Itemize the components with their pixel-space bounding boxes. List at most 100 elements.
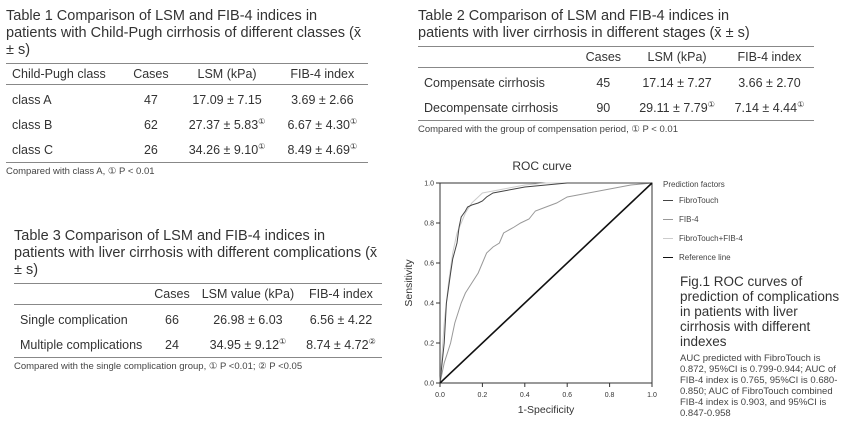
x-tick-label: 0.4 — [520, 392, 530, 399]
table1-header-3: FIB-4 index — [276, 63, 368, 85]
cell-label-value: Multiple complications — [20, 337, 143, 352]
x-tick-label: 0.0 — [435, 392, 445, 399]
table3-header-1: Cases — [148, 283, 196, 305]
legend-label: FIB-4 — [679, 215, 699, 224]
cell-label-value: class B — [12, 117, 53, 132]
table-2-title: Table 2 Comparison of LSM and FIB-4 indi… — [418, 8, 750, 41]
cell-cases-value: 24 — [165, 337, 179, 352]
table-3-note: Compared with the single complication gr… — [14, 361, 303, 373]
table-3-block: Table 3 Comparison of LSM and FIB-4 indi… — [14, 228, 382, 373]
cell-label: Multiple complications — [14, 332, 148, 358]
cell-fib: 3.69 ± 2.66 — [277, 85, 368, 113]
chart-title: ROC curve — [512, 159, 572, 173]
x-tick-label: 0.6 — [562, 392, 572, 399]
cell-lsm: 17.09 ± 7.15 — [177, 85, 276, 113]
x-axis-label: 1-Specificity — [518, 404, 575, 416]
significance-mark: ① — [797, 100, 805, 110]
legend-swatch — [663, 219, 673, 220]
legend-swatch — [663, 238, 673, 239]
cell-cases-value: 90 — [596, 100, 611, 115]
cell-label: class A — [6, 85, 124, 113]
table-1-block: Table 1 Comparison of LSM and FIB-4 indi… — [6, 8, 371, 177]
cell-fib: 6.67 ± 4.30① — [277, 112, 368, 137]
significance-mark: ① — [349, 117, 358, 127]
table-2-block: Table 2 Comparison of LSM and FIB-4 indi… — [418, 8, 818, 135]
table3-header-0 — [14, 283, 149, 305]
cell-fib: 8.74 ± 4.72② — [300, 332, 382, 358]
table2-header-3: FIB-4 index — [724, 46, 814, 68]
table-row: Decompensate cirrhosis 90 29.11 ± 7.79① 7.1… — [418, 95, 814, 121]
cell-cases: 62 — [124, 112, 177, 137]
table-1: Child-Pugh class Cases LSM (kPa) FIB-4 inde… — [6, 63, 368, 164]
cell-cases-value: 47 — [143, 92, 158, 107]
table-1-title: Table 1 Comparison of LSM and FIB-4 indi… — [6, 8, 362, 58]
cell-fib: 3.66 ± 2.70 — [725, 68, 814, 96]
cell-cases: 90 — [577, 95, 629, 121]
cell-fib-value: 6.67 ± 4.30 — [287, 118, 350, 133]
y-tick-label: 0.6 — [424, 261, 434, 268]
figure-note: AUC predicted with FibroTouch is 0.872, … — [680, 353, 838, 419]
cell-lsm-value: 29.11 ± 7.79 — [639, 101, 708, 116]
cell-lsm-value: 26.98 ± 6.03 — [213, 313, 283, 328]
cell-lsm-value: 34.95 ± 9.12 — [209, 338, 280, 353]
cell-label-value: class C — [12, 142, 53, 157]
cell-lsm-value: 34.26 ± 9.10 — [188, 143, 259, 158]
cell-label: Single complication — [14, 305, 148, 333]
cell-fib-value: 8.74 ± 4.72 — [306, 338, 369, 353]
table-row: Compensate cirrhosis 45 17.14 ± 7.27 3.66 ±… — [418, 68, 814, 96]
series-line-reference-line — [439, 182, 653, 384]
cell-cases: 26 — [124, 137, 177, 163]
x-tick-label: 1.0 — [647, 392, 657, 399]
y-tick-label: 0.0 — [424, 381, 434, 388]
cell-fib-value: 3.69 ± 2.66 — [291, 93, 354, 108]
cell-fib: 7.14 ± 4.44① — [725, 95, 814, 121]
table3-header-3: FIB-4 index — [300, 283, 382, 305]
series-line-fibrotouch — [439, 182, 652, 384]
figure-caption-block: Fig.1 ROC curves of prediction of compli… — [680, 274, 848, 419]
cell-lsm-value: 27.37 ± 5.83 — [188, 118, 259, 133]
significance-mark: ① — [707, 100, 715, 110]
cell-fib: 6.56 ± 4.22 — [300, 305, 382, 333]
cell-cases-value: 62 — [143, 117, 158, 132]
legend-item: Reference line — [663, 253, 803, 262]
cell-lsm-value: 17.14 ± 7.27 — [642, 76, 712, 91]
y-axis-label: Sensitivity — [403, 259, 415, 307]
table-row: Single complication 66 26.98 ± 6.03 6.56 ± … — [14, 305, 382, 333]
cell-cases-value: 45 — [596, 75, 611, 90]
legend-label: FibroTouch — [679, 196, 719, 205]
table-3: Cases LSM value (kPa) FIB-4 index Single c… — [14, 283, 382, 359]
cell-fib: 8.49 ± 4.69① — [277, 137, 368, 163]
legend-swatch — [663, 200, 673, 201]
legend-title: Prediction factors — [663, 180, 725, 189]
cell-lsm: 29.11 ± 7.79① — [629, 95, 725, 121]
table-row: class A 47 17.09 ± 7.15 3.69 ± 2.66 — [6, 85, 368, 113]
cell-label-value: Single complication — [20, 312, 128, 327]
series-line-fibrotouch-fib-4 — [439, 182, 652, 384]
y-tick-label: 1.0 — [424, 181, 434, 188]
cell-cases: 66 — [148, 305, 195, 333]
cell-cases: 47 — [124, 85, 177, 113]
cell-fib-value: 7.14 ± 4.44 — [734, 101, 798, 116]
legend-item: FibroTouch+FIB-4 — [663, 234, 803, 243]
significance-mark: ① — [349, 142, 358, 152]
x-tick-label: 0.2 — [478, 392, 488, 399]
table-1-note: Compared with class A, ① P < 0.01 — [6, 166, 155, 178]
significance-mark: ① — [279, 337, 287, 347]
cell-label-value: Compensate cirrhosis — [424, 75, 545, 90]
table-2: Cases LSM (kPa) FIB-4 index Compensate cir… — [418, 46, 814, 122]
legend-swatch — [663, 257, 673, 258]
roc-chart: ROC curve 0.0 0.2 0.4 0.6 0.8 1.0 0.0 0.2 0.4 0.6… — [403, 159, 657, 416]
table3-header-2: LSM value (kPa) — [195, 283, 301, 305]
significance-mark: ② — [368, 337, 376, 347]
table2-header-0 — [418, 46, 578, 68]
cell-label: Decompensate cirrhosis — [418, 95, 577, 121]
cell-lsm: 34.26 ± 9.10① — [177, 137, 276, 163]
x-tick-label: 0.8 — [605, 392, 615, 399]
cell-lsm: 17.14 ± 7.27 — [629, 68, 725, 96]
y-tick-label: 0.8 — [424, 221, 434, 228]
cell-cases: 45 — [577, 68, 629, 96]
table-row: class C 26 34.26 ± 9.10① 8.49 ± 4.69① — [6, 137, 368, 163]
cell-label: Compensate cirrhosis — [418, 68, 577, 96]
y-tick-label: 0.4 — [424, 301, 434, 308]
table2-header-1: Cases — [577, 46, 630, 68]
